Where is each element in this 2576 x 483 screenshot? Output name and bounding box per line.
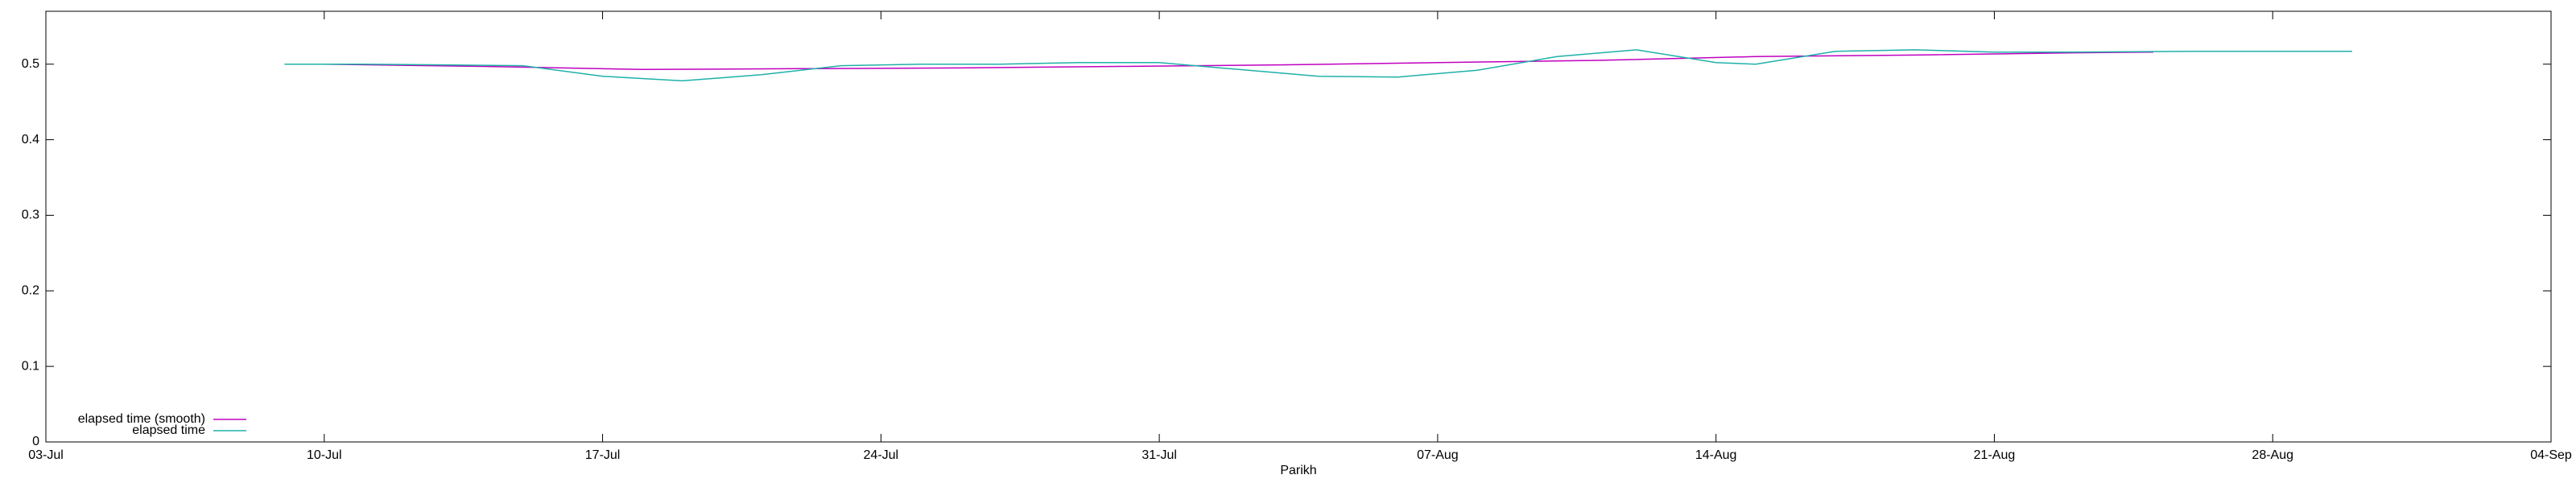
x-tick-label: 07-Aug xyxy=(1417,448,1459,462)
series-line xyxy=(324,51,2154,71)
y-tick-label: 0.5 xyxy=(22,57,39,71)
x-axis-label: Parikh xyxy=(1280,464,1316,477)
y-tick-label: 0 xyxy=(32,435,39,448)
y-tick-label: 0.1 xyxy=(22,359,39,373)
x-tick-label: 04-Sep xyxy=(2530,448,2572,462)
x-tick-label: 10-Jul xyxy=(307,448,342,462)
y-tick-label: 0.3 xyxy=(22,208,39,222)
y-tick-label: 0.2 xyxy=(22,283,39,297)
x-tick-label: 24-Jul xyxy=(864,448,899,462)
x-tick-label: 14-Aug xyxy=(1695,448,1737,462)
x-tick-label: 21-Aug xyxy=(1974,448,2016,462)
legend-label: elapsed time (smooth) xyxy=(78,412,205,426)
y-tick-label: 0.4 xyxy=(22,133,39,147)
plot-frame xyxy=(45,10,2552,443)
series-line xyxy=(284,49,2352,82)
x-tick-label: 17-Jul xyxy=(585,448,621,462)
legend-label: elapsed time xyxy=(132,423,205,437)
x-tick-label: 31-Jul xyxy=(1141,448,1177,462)
x-tick-label: 28-Aug xyxy=(2252,448,2293,462)
x-tick-label: 03-Jul xyxy=(28,448,64,462)
